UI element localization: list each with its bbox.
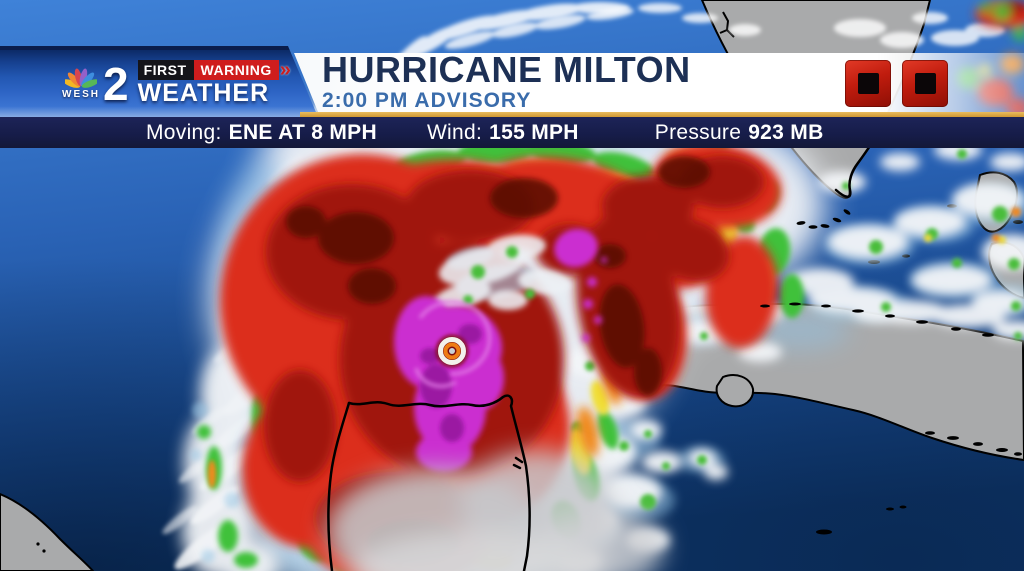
cayman-islands <box>36 505 907 553</box>
brand-warning-label: WARNING <box>193 60 279 81</box>
campeche-coastline <box>327 401 351 571</box>
station-channel-number: 2 <box>103 57 129 110</box>
pressure-value: 923 MB <box>748 120 824 144</box>
florida-keys <box>796 209 851 229</box>
yucatan-coastline <box>347 394 531 571</box>
nbc-peacock-icon <box>65 68 97 88</box>
moving-stat: Moving: ENE AT 8 MPH <box>146 121 377 145</box>
red-square-inner <box>914 73 936 94</box>
pressure-label: Pressure <box>654 120 742 144</box>
west-cloud-band <box>182 292 280 571</box>
gray-overcast <box>326 450 664 571</box>
moving-label: Moving: <box>146 120 222 144</box>
wind-label: Wind: <box>426 120 483 144</box>
isle-of-youth-land <box>715 374 755 408</box>
wind-value: 155 MPH <box>489 120 579 144</box>
cuba-cays <box>760 302 1022 456</box>
advisory-time: 2:00 PM ADVISORY <box>322 89 532 112</box>
convection-maroon <box>286 156 710 564</box>
yucatan-lake <box>512 456 524 470</box>
hurricane-eye <box>436 335 468 367</box>
station-logo: WESH 2 FIRST WARNING » WEATHER <box>62 57 291 110</box>
red-square-inner <box>857 73 879 94</box>
station-call-letters: WESH <box>62 89 100 100</box>
gold-divider <box>300 112 1024 117</box>
core-magenta-light <box>414 300 492 389</box>
red-square-icon <box>902 60 948 107</box>
mexico-land <box>0 493 94 571</box>
moving-value: ENE AT 8 MPH <box>228 120 377 144</box>
red-square-icon <box>845 60 891 107</box>
storm-stats-bar: Moving: ENE AT 8 MPH Wind: 155 MPH Press… <box>0 117 1024 148</box>
chevron-right-icon: » <box>279 59 291 82</box>
pressure-stat: Pressure 923 MB <box>655 121 824 145</box>
brand-weather-label: WEATHER <box>137 79 270 108</box>
top-clouds <box>444 3 1005 49</box>
scattered-clouds <box>560 140 1024 570</box>
station-banner: WESH 2 FIRST WARNING » WEATHER <box>0 46 318 117</box>
storm-title: HURRICANE MILTON <box>322 49 691 90</box>
brand-first-label: FIRST <box>137 60 194 81</box>
wind-stat: Wind: 155 MPH <box>427 121 579 145</box>
